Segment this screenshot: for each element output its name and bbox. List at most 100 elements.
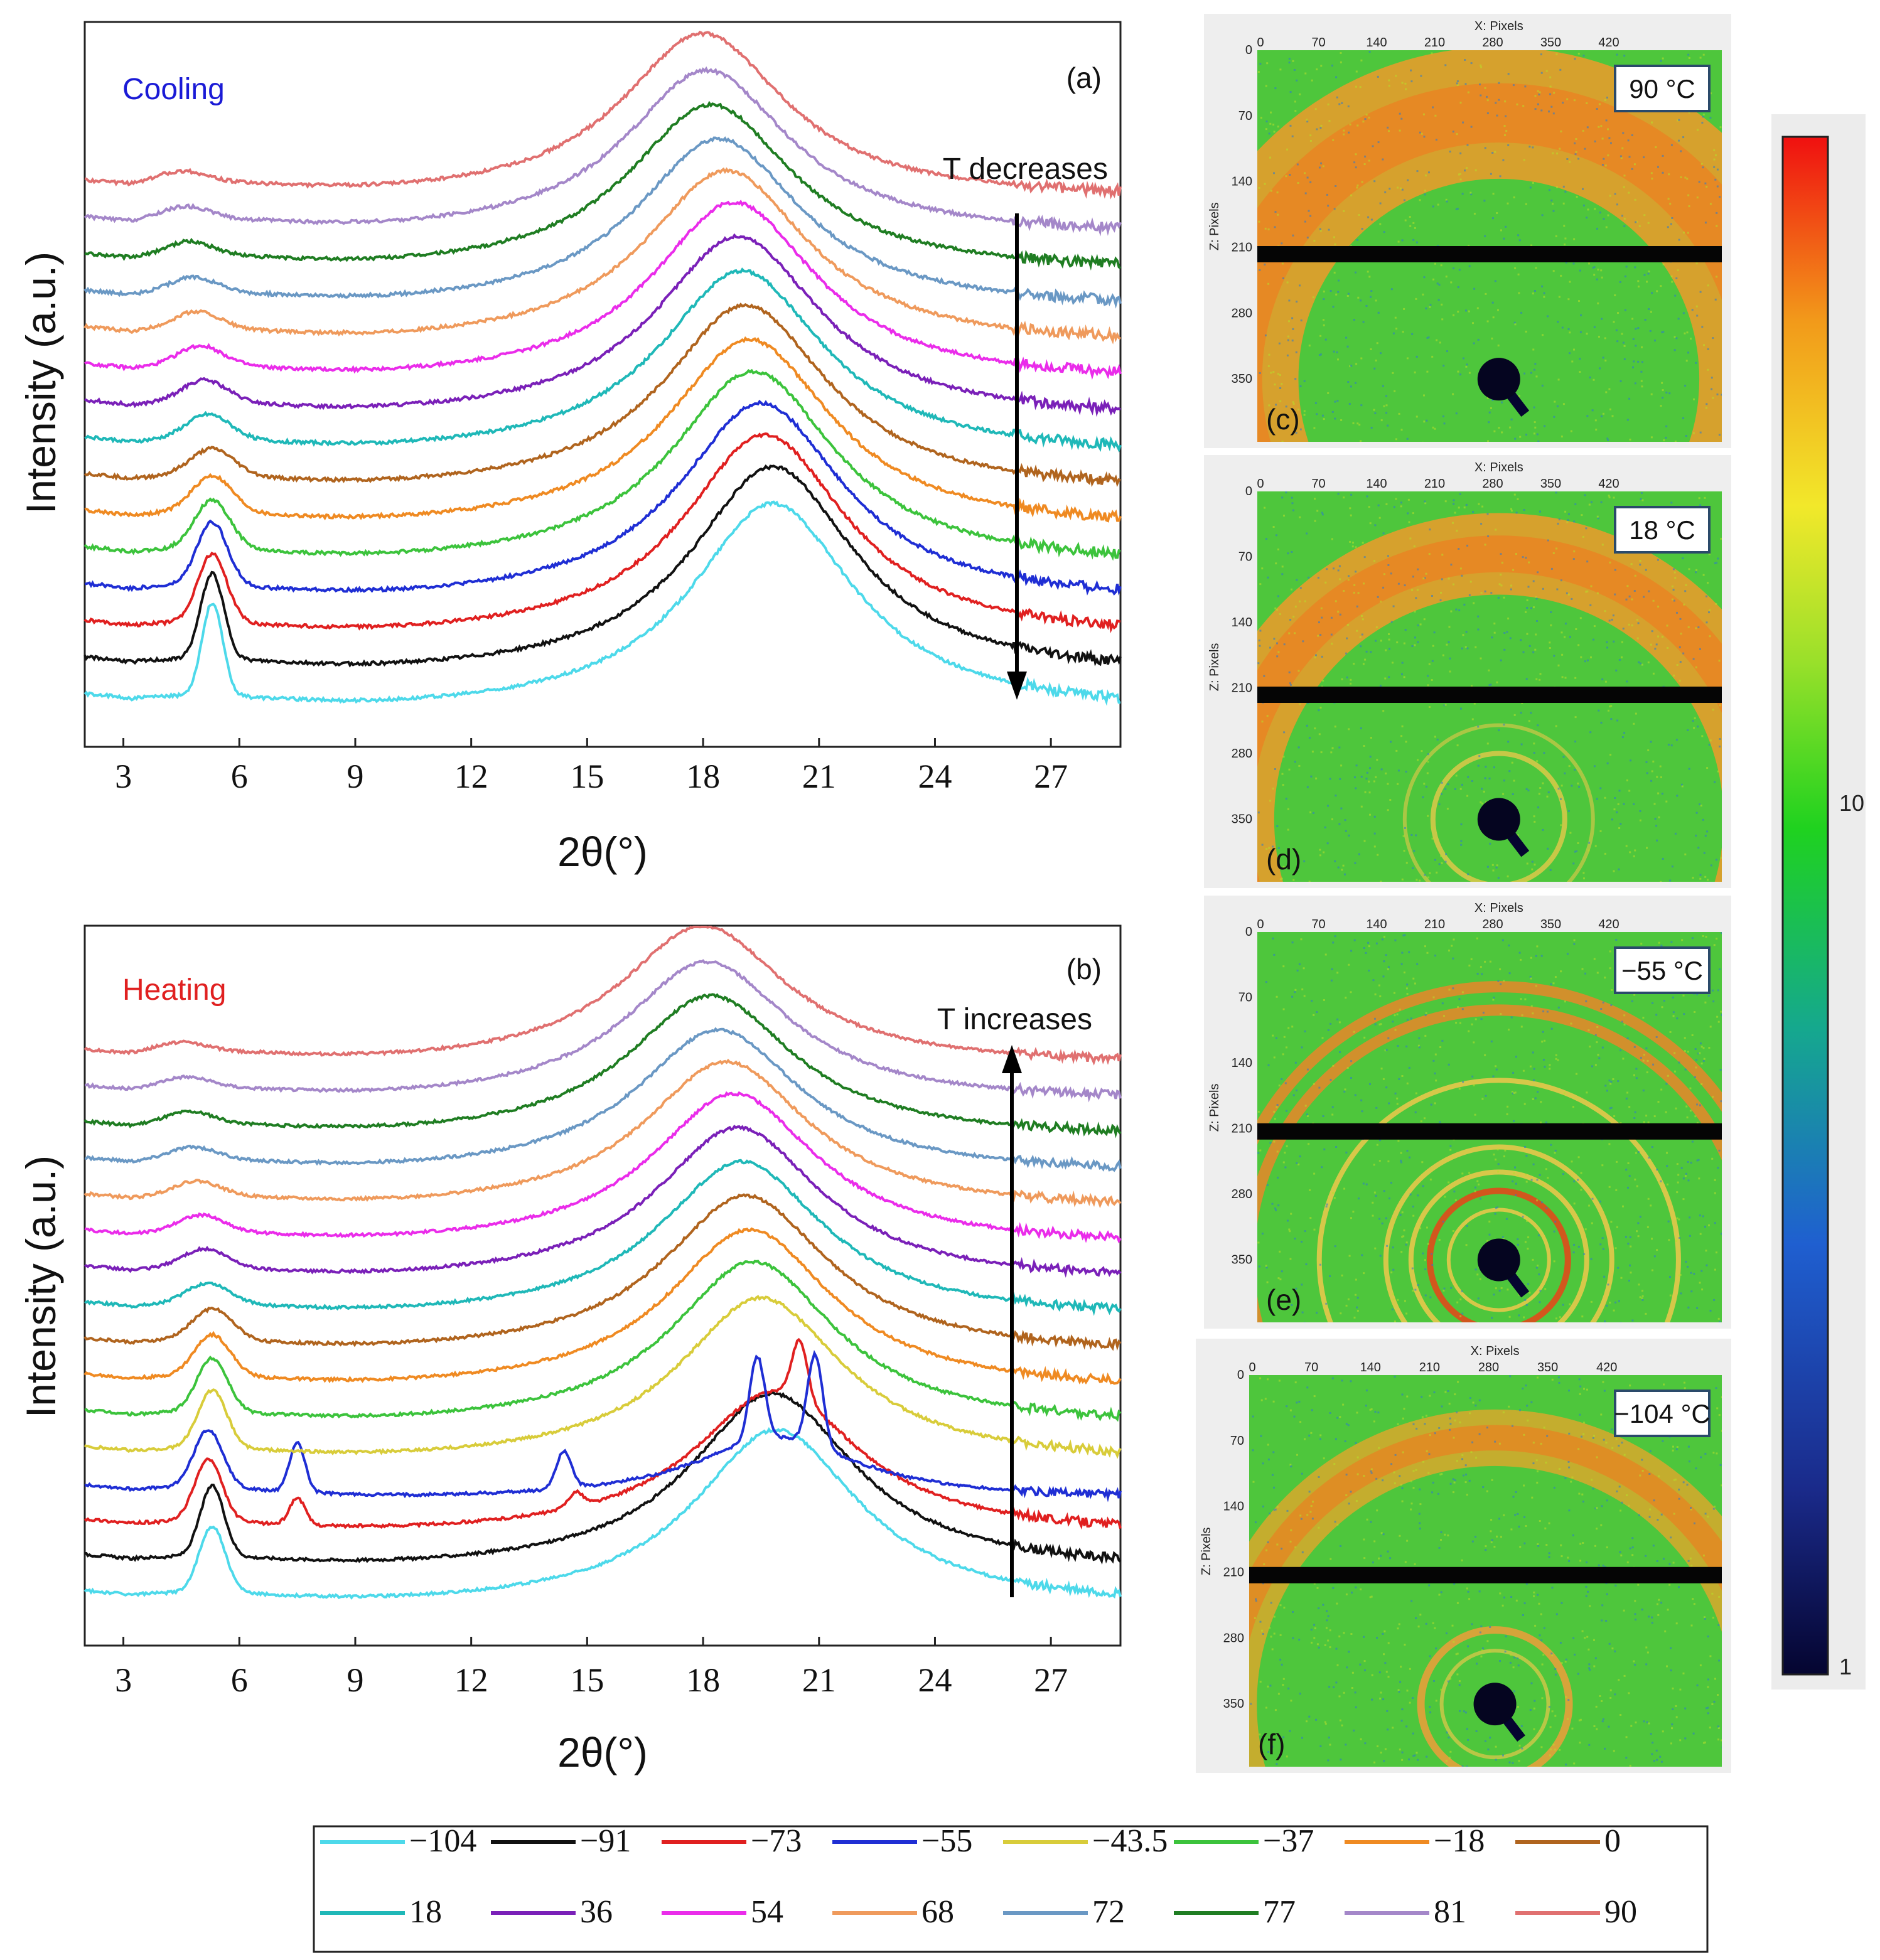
- series-line-a-0: [83, 500, 1121, 706]
- legend-label-11: 68: [921, 1894, 954, 1930]
- beam-stop-f: [1473, 1683, 1517, 1726]
- series-line-b-6: [83, 1227, 1122, 1385]
- x-tick-label-a-1: 6: [231, 758, 248, 795]
- x-pixel-tick-f-3: 210: [1419, 1361, 1440, 1374]
- x-pixel-tick-c-0: 0: [1257, 36, 1264, 50]
- series-line-b-3: [84, 1349, 1122, 1502]
- x-tick-label-a-8: 27: [1034, 758, 1068, 795]
- beam-stop-c: [1477, 358, 1520, 401]
- y-axis-label-b: Intensity (a.u.): [18, 1155, 64, 1418]
- x-tick-label-a-3: 12: [454, 758, 488, 795]
- legend-label-12: 72: [1092, 1894, 1125, 1930]
- x-pixel-tick-f-6: 420: [1596, 1361, 1617, 1374]
- series-line-a-2: [83, 432, 1121, 634]
- x-pixel-tick-f-4: 280: [1478, 1361, 1499, 1374]
- legend-label-1: −91: [580, 1823, 631, 1859]
- series-line-b-5: [84, 1260, 1122, 1422]
- z-pixel-tick-c-1: 70: [1238, 109, 1252, 123]
- legend-label-5: −37: [1263, 1823, 1314, 1859]
- x-tick-label-a-5: 18: [686, 758, 720, 795]
- x-pixel-tick-e-6: 420: [1598, 918, 1619, 931]
- x-pixel-tick-d-6: 420: [1598, 477, 1619, 491]
- panel-label-b: (b): [1066, 953, 1102, 985]
- z-pixel-tick-e-0: 0: [1245, 925, 1252, 939]
- x-axis-label-b: 2θ(°): [557, 1729, 648, 1775]
- x-pixel-tick-d-3: 210: [1424, 477, 1445, 491]
- colorbar-gradient: [1781, 136, 1829, 1676]
- x-tick-label-b-2: 9: [346, 1661, 363, 1699]
- plot-frame-a: [83, 21, 1122, 748]
- z-pixel-tick-e-4: 280: [1232, 1187, 1252, 1201]
- series-line-a-12: [84, 100, 1122, 271]
- series-line-b-14: [84, 959, 1122, 1103]
- colorbar: 10 1: [1771, 114, 1866, 1690]
- x-pixel-tick-f-5: 350: [1537, 1361, 1558, 1374]
- series-line-a-10: [83, 167, 1122, 345]
- z-pixel-tick-c-2: 140: [1232, 175, 1252, 189]
- beam-stop-bar-e: [1257, 1123, 1722, 1140]
- series-line-b-1: [84, 1391, 1122, 1565]
- x-pixel-tick-e-2: 140: [1366, 918, 1387, 931]
- z-pixel-tick-f-3: 210: [1223, 1565, 1244, 1579]
- x-pixel-tick-f-0: 0: [1249, 1361, 1255, 1374]
- series-line-a-5: [84, 336, 1122, 523]
- x-pixels-title-d: X: Pixels: [1474, 461, 1523, 474]
- series-line-a-6: [83, 303, 1121, 488]
- arrow-label-a: T decreases: [943, 153, 1108, 186]
- legend-label-10: 54: [751, 1894, 783, 1930]
- x-pixel-tick-c-4: 280: [1482, 36, 1503, 50]
- legend-label-9: 36: [580, 1894, 613, 1930]
- x-pixel-tick-d-0: 0: [1257, 477, 1264, 491]
- image-panel-label-c: (c): [1266, 403, 1300, 436]
- z-pixel-tick-f-5: 350: [1223, 1697, 1244, 1711]
- image-panel-label-f: (f): [1258, 1728, 1285, 1760]
- chart-panel-b: 3 6 9 12 15 18 21 24 27 (b) Heating T increases …: [18, 924, 1122, 1775]
- x-pixel-tick-e-0: 0: [1257, 918, 1264, 931]
- series-line-b-9: [84, 1125, 1122, 1278]
- legend-label-0: −104: [409, 1823, 476, 1859]
- z-pixel-tick-e-1: 70: [1238, 990, 1252, 1004]
- x-pixels-title-e: X: Pixels: [1474, 901, 1523, 915]
- series-line-a-9: [84, 200, 1122, 380]
- diffraction-ring-e-1: [1257, 1004, 1722, 1322]
- series-line-b-11: [83, 1058, 1122, 1209]
- z-pixel-tick-e-2: 140: [1232, 1056, 1252, 1070]
- x-pixel-tick-d-1: 70: [1311, 477, 1325, 491]
- x-pixel-tick-c-6: 420: [1598, 36, 1619, 50]
- series-line-b-7: [83, 1193, 1122, 1351]
- x-tick-label-b-8: 27: [1034, 1661, 1068, 1699]
- x-axis-label-a: 2θ(°): [557, 828, 648, 875]
- x-pixel-tick-f-2: 140: [1360, 1361, 1381, 1374]
- z-pixel-tick-f-4: 280: [1223, 1631, 1244, 1645]
- series-line-b-4: [83, 1295, 1122, 1459]
- z-pixel-tick-d-4: 280: [1232, 747, 1252, 761]
- z-pixel-tick-f-1: 70: [1230, 1434, 1244, 1448]
- x-pixel-tick-c-2: 140: [1366, 36, 1387, 50]
- temperature-label-f: −104 °C: [1614, 1399, 1710, 1428]
- x-tick-label-b-7: 24: [918, 1661, 952, 1699]
- x-tick-label-a-4: 15: [570, 758, 604, 795]
- x-pixel-tick-c-5: 350: [1540, 36, 1561, 50]
- series-line-b-2: [83, 1337, 1122, 1530]
- series-line-b-10: [84, 1091, 1122, 1244]
- beam-stop-bar-c: [1257, 246, 1722, 262]
- z-pixel-tick-c-3: 210: [1232, 240, 1252, 254]
- legend-frame: [313, 1825, 1709, 1953]
- legend-label-6: −18: [1434, 1823, 1485, 1859]
- legend-label-3: −55: [921, 1823, 972, 1859]
- y-axis-label-a: Intensity (a.u.): [18, 252, 64, 514]
- x-pixel-tick-e-1: 70: [1311, 918, 1325, 931]
- x-tick-label-a-2: 9: [346, 758, 363, 795]
- x-pixel-tick-f-1: 70: [1304, 1361, 1318, 1374]
- series-line-a-7: [84, 267, 1122, 453]
- z-pixel-tick-c-4: 280: [1232, 306, 1252, 320]
- image-panel-label-d: (d): [1266, 843, 1301, 876]
- diffraction-ring-e-2: [1316, 1078, 1681, 1322]
- image-panel-label-e: (e): [1266, 1283, 1301, 1316]
- x-tick-label-b-4: 15: [570, 1661, 604, 1699]
- legend-label-13: 77: [1263, 1894, 1296, 1930]
- detector-images: 0 70 140 210 280 350 420 0 70 140 210 280 350 X: Pixe…: [1196, 14, 1731, 1773]
- z-pixel-tick-d-2: 140: [1232, 616, 1252, 629]
- x-pixels-title-c: X: Pixels: [1474, 19, 1523, 33]
